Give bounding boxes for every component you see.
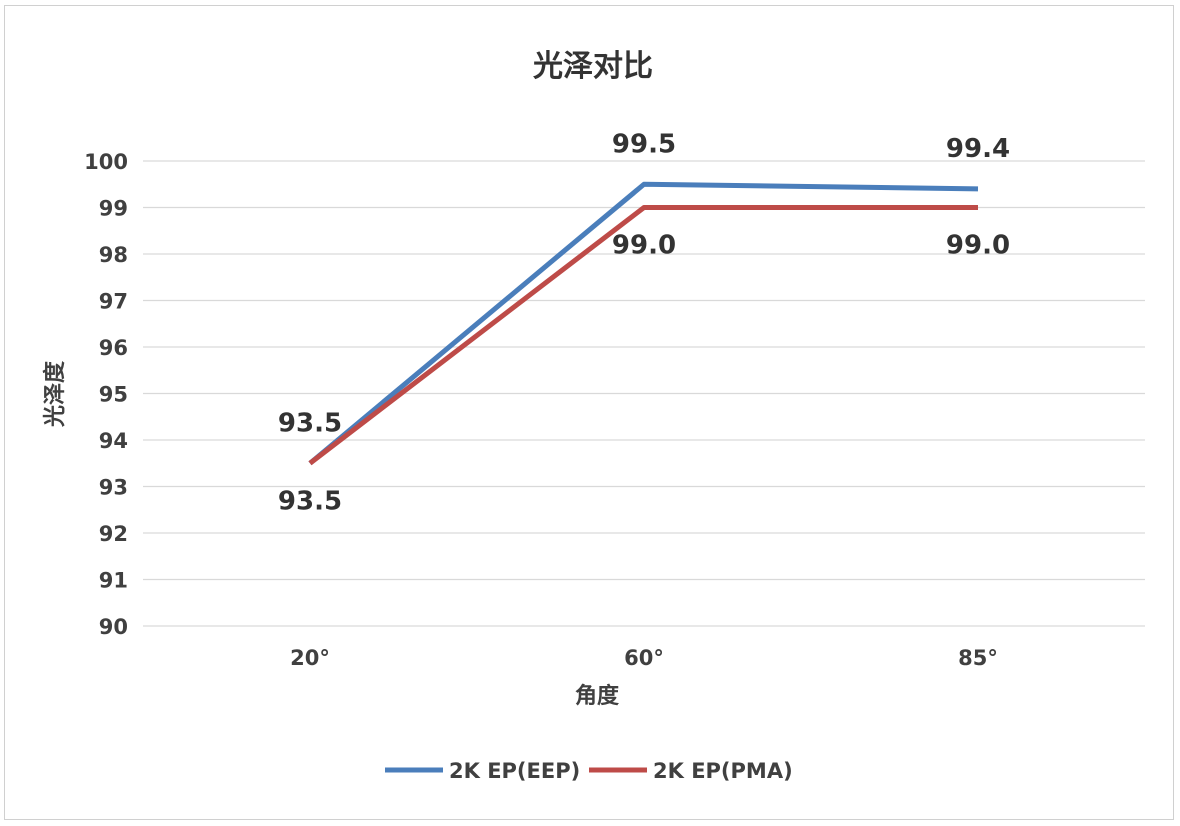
data-label: 93.5 <box>278 486 342 516</box>
data-label: 99.5 <box>612 129 676 159</box>
y-tick-label: 92 <box>99 522 128 546</box>
chart-title: 光泽对比 <box>533 49 653 84</box>
y-axis-title: 光泽度 <box>42 360 68 428</box>
data-labels: 93.5 99.5 99.4 93.5 99.0 99.0 <box>278 129 1010 516</box>
chart-frame <box>4 5 1174 820</box>
series-lines <box>308 181 979 466</box>
data-label: 99.0 <box>612 231 676 261</box>
x-tick-label: 85° <box>958 646 998 670</box>
y-tick-label: 96 <box>99 336 128 360</box>
legend-label: 2K EP(PMA) <box>653 759 793 783</box>
y-tick-label: 90 <box>99 615 128 639</box>
legend: 2K EP(EEP) 2K EP(PMA) <box>385 759 793 783</box>
y-tick-label: 95 <box>99 383 128 407</box>
legend-label: 2K EP(EEP) <box>449 759 580 783</box>
x-tick-label: 60° <box>624 646 664 670</box>
x-axis-title: 角度 <box>575 683 620 709</box>
data-label: 99.0 <box>946 231 1010 261</box>
series-line <box>308 181 979 466</box>
y-tick-label: 91 <box>99 569 128 593</box>
series-line <box>308 205 978 466</box>
y-tick-label: 99 <box>99 197 128 221</box>
y-tick-label: 97 <box>99 290 128 314</box>
x-tick-label: 20° <box>290 646 330 670</box>
data-label: 99.4 <box>946 134 1010 164</box>
data-label: 93.5 <box>278 408 342 438</box>
y-tick-label: 93 <box>99 476 128 500</box>
y-tick-label: 100 <box>84 150 128 174</box>
x-axis-ticks: 20° 60° 85° <box>290 646 998 670</box>
y-axis-ticks: 90 91 92 93 94 95 96 97 98 99 100 <box>84 150 128 639</box>
y-tick-label: 98 <box>99 243 128 267</box>
y-tick-label: 94 <box>99 429 128 453</box>
